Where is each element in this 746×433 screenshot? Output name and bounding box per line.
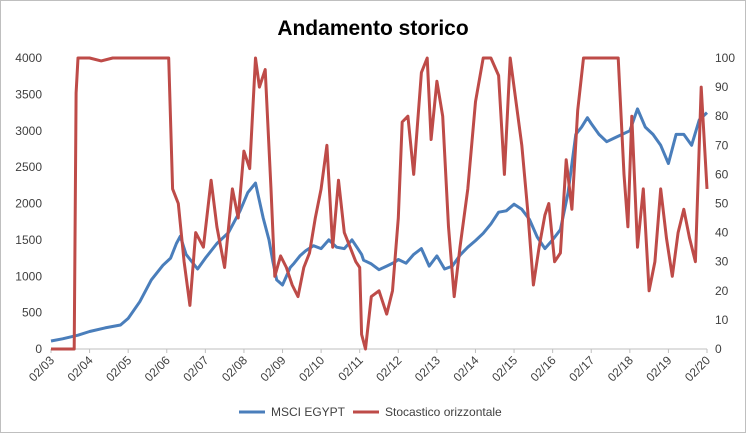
y-left-tick-label: 4000: [15, 51, 42, 65]
y-right-tick-label: 90: [715, 80, 729, 94]
x-tick-label: 02/03: [26, 353, 57, 384]
x-tick-label: 02/11: [335, 353, 366, 384]
y-right-tick-label: 60: [715, 167, 729, 181]
chart-title: Andamento storico: [277, 17, 468, 40]
y-right-tick-label: 40: [715, 226, 729, 240]
series-line-msci-egypt: [50, 107, 709, 343]
y-left-tick-label: 1000: [15, 269, 42, 283]
y-right-tick-label: 30: [715, 255, 729, 269]
x-tick-label: 02/18: [605, 353, 636, 384]
x-tick-label: 02/14: [450, 353, 481, 384]
y-left-tick-label: 2000: [15, 197, 42, 211]
x-tick-label: 02/17: [566, 353, 597, 384]
y-left-tick-label: 500: [22, 306, 42, 320]
x-tick-label: 02/13: [412, 353, 443, 384]
x-tick-label: 02/19: [643, 353, 674, 384]
legend: MSCI EGYPT Stocastico orizzontale: [239, 405, 502, 419]
legend-item-msci-egypt: MSCI EGYPT: [271, 405, 346, 419]
x-tick-label: 02/05: [103, 353, 134, 384]
x-tick-label: 02/09: [258, 353, 289, 384]
y-right-tick-label: 0: [715, 342, 722, 356]
y-left-tick-label: 3000: [15, 124, 42, 138]
x-tick-label: 02/12: [373, 353, 404, 384]
y-left-tick-label: 1500: [15, 233, 42, 247]
y-right-tick-label: 20: [715, 284, 729, 298]
x-tick-label: 02/04: [65, 353, 96, 384]
y-right-tick-label: 70: [715, 138, 729, 152]
y-left-ticks: 0 500 1000 1500 2000 2500 3000 3500 4000: [15, 51, 42, 356]
x-tick-label: 02/20: [682, 353, 713, 384]
x-tick-label: 02/15: [489, 353, 520, 384]
y-left-tick-label: 0: [35, 342, 42, 356]
x-ticks: 02/03 02/04 02/05 02/06 02/07 02/08 02/09 02/10…: [26, 349, 713, 384]
y-left-tick-label: 3500: [15, 87, 42, 101]
x-tick-label: 02/06: [142, 353, 173, 384]
x-tick-label: 02/08: [219, 353, 250, 384]
x-tick-label: 02/10: [296, 353, 327, 384]
series-lines: [50, 56, 709, 351]
y-right-tick-label: 10: [715, 313, 729, 327]
series-line-stocastico: [51, 56, 709, 351]
y-left-tick-label: 2500: [15, 160, 42, 174]
legend-item-stocastico: Stocastico orizzontale: [385, 405, 502, 419]
y-right-ticks: 0 10 20 30 40 50 60 70 80 90 100: [715, 51, 735, 356]
y-right-tick-label: 80: [715, 109, 729, 123]
x-tick-label: 02/16: [528, 353, 559, 384]
y-right-tick-label: 50: [715, 197, 729, 211]
x-tick-label: 02/07: [180, 353, 211, 384]
y-right-tick-label: 100: [715, 51, 735, 65]
